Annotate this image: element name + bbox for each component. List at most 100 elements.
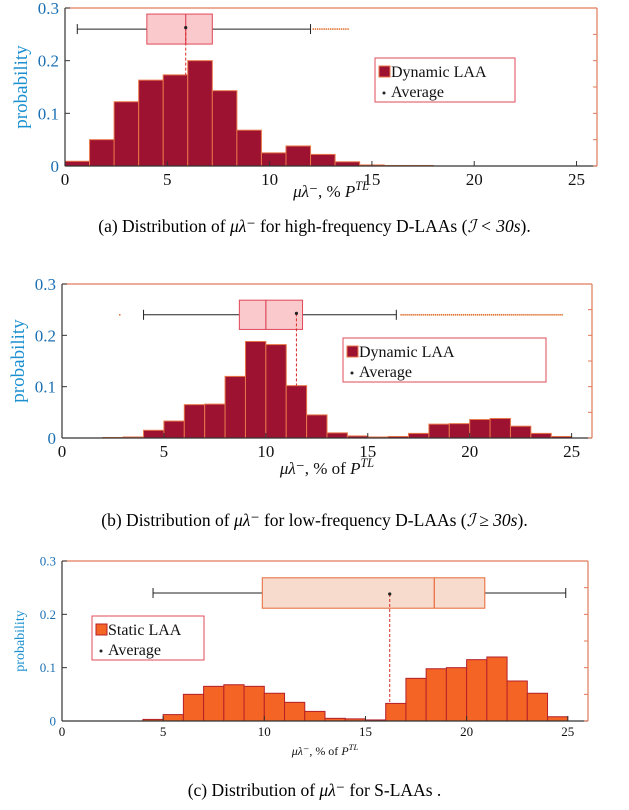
outlier-a-4	[321, 28, 323, 30]
outlier-b-53	[507, 314, 509, 316]
legend-box-a	[374, 57, 516, 103]
y-tick-label-a-2: 0.2	[38, 52, 59, 71]
outlier-b-10	[420, 314, 422, 316]
x-tick-label-b-5: 25	[563, 442, 580, 461]
outlier-b-38	[476, 314, 479, 316]
bar-c-20	[547, 716, 569, 722]
outlier-b-19	[438, 314, 441, 316]
outlier-a-5	[323, 28, 325, 30]
legend-label-c-0: Static LAA	[108, 622, 182, 639]
caption-b-symbol: μλ⁻	[233, 510, 260, 530]
caption-c-prefix: (c) Distribution of	[187, 780, 320, 800]
outlier-a-2	[316, 28, 319, 30]
caption-c-suffix: .	[436, 780, 442, 800]
outlier-b-54	[509, 314, 511, 316]
y-tick-label-b-3: 0.3	[35, 275, 56, 294]
legend-patch-b	[346, 345, 359, 358]
outlier-b-52	[505, 314, 507, 316]
bar-b-5	[204, 403, 226, 439]
outlier-b-41	[482, 314, 485, 316]
outlier-b-32	[464, 314, 467, 316]
outlier-b-56	[513, 314, 515, 316]
y-axis-label-b: probability	[8, 319, 29, 403]
outlier-b-43	[486, 314, 489, 316]
outlier-a-7	[327, 28, 330, 30]
x-tick-label-b-4: 20	[461, 442, 478, 461]
bar-a-8	[260, 152, 287, 167]
bar-a-10	[310, 153, 336, 167]
outlier-b-30	[460, 314, 463, 316]
legend-patch-c	[95, 623, 108, 636]
bar-c-16	[466, 659, 488, 722]
outlier-b-73	[547, 314, 549, 316]
legend-box-b	[342, 337, 547, 383]
bar-b-9	[285, 385, 308, 439]
bar-c-1	[162, 714, 184, 722]
bar-c-7	[284, 701, 306, 722]
outlier-b-12	[424, 314, 426, 316]
chart-panel-b: 0 5 10 15 20 25 0 0.1 0.2 0.3 probability μλ⁻, % of…	[0, 262, 629, 532]
x-tick-label-a-3: 15	[363, 170, 380, 189]
bar-c-8	[304, 710, 326, 722]
outlier-b-15	[430, 314, 432, 316]
x-tick-label-b-0: 0	[58, 442, 67, 461]
outlier-b-68	[537, 314, 539, 316]
outlier-b-71	[543, 314, 545, 316]
x-tick-label-c-0: 0	[59, 724, 66, 739]
bar-c-2	[182, 693, 205, 722]
bar-a-1	[89, 139, 115, 167]
outlier-b-76	[553, 314, 555, 316]
x-tick-label-b-3: 15	[359, 442, 376, 461]
x-tick-label-a-4: 20	[466, 170, 483, 189]
bar-c-4	[223, 684, 245, 722]
outlier-a-6	[325, 28, 328, 30]
bar-b-17	[448, 423, 471, 439]
y-axis-label-a: probability	[11, 45, 32, 129]
box-c	[261, 577, 486, 609]
legend-patch-a	[378, 65, 391, 78]
outlier-b-33	[466, 314, 469, 316]
outlier-a-15	[345, 28, 347, 30]
x-axis-label-a: μλ⁻, % PTL	[292, 179, 369, 201]
bar-c-5	[243, 685, 265, 722]
outliers-b	[400, 314, 563, 316]
caption-c: (c) Distribution of μλ⁻ for S-LAAs .	[0, 780, 629, 801]
outlier-b-37	[474, 314, 477, 316]
outlier-left-b	[119, 314, 121, 316]
bars-b	[102, 340, 573, 439]
legend-box-c	[91, 615, 205, 661]
bar-c-15	[445, 667, 468, 722]
outlier-b-16	[432, 314, 434, 316]
legend-label-b-0: Dynamic LAA	[359, 344, 455, 361]
outlier-b-55	[511, 314, 513, 316]
caption-c-mid: for S-LAAs	[345, 780, 437, 800]
bar-b-11	[326, 432, 348, 439]
outlier-b-5	[410, 314, 412, 316]
outlier-b-48	[497, 314, 499, 316]
y-tick-label-c-1: 0.1	[40, 660, 56, 675]
x-tick-label-c-1: 5	[160, 724, 167, 739]
outlier-b-21	[442, 314, 445, 316]
outlier-b-79	[559, 314, 561, 316]
outlier-b-23	[446, 314, 449, 316]
outlier-b-14	[428, 314, 430, 316]
outlier-b-2	[404, 314, 406, 316]
caption-a-suffix: ).	[520, 216, 531, 236]
chart-panel-a: 0 5 10 15 20 25 0 0.1 0.2 0.3 probability μλ⁻, % PT…	[0, 0, 629, 250]
outlier-b-64	[529, 314, 531, 316]
outlier-b-9	[418, 314, 420, 316]
bar-a-11	[334, 161, 361, 167]
bar-b-20	[509, 425, 532, 439]
outlier-a-12	[338, 28, 341, 30]
outlier-b-47	[494, 314, 497, 316]
outlier-b-36	[472, 314, 475, 316]
outlier-b-78	[557, 314, 559, 316]
outlier-b-60	[521, 314, 523, 316]
legend-label-a-1: Average	[391, 84, 444, 101]
bar-c-17	[486, 656, 508, 722]
x-tick-label-a-1: 5	[163, 170, 172, 189]
legend-dot-b	[350, 371, 354, 375]
bar-b-16	[428, 423, 450, 439]
x-tick-label-a-0: 0	[61, 170, 70, 189]
outlier-b-13	[426, 314, 428, 316]
